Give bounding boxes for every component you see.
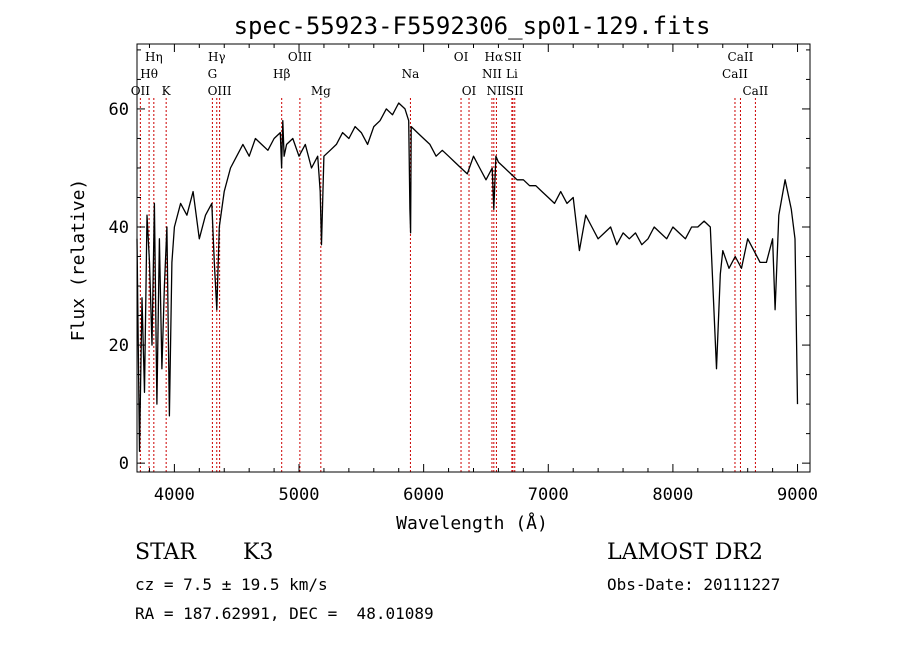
spectral-line-label: SII [506, 84, 524, 98]
spectral-line-label: CaII [728, 50, 754, 64]
spectral-line-label: OI [454, 50, 469, 64]
spectral-line-label: Hθ [140, 67, 158, 81]
spectral-line-label: OII [131, 84, 151, 98]
spectral-line-label: Hη [145, 50, 163, 64]
spectral-line-label: OI [462, 84, 477, 98]
spectral-line-label: Hα [485, 50, 504, 64]
survey-name: LAMOST DR2 [607, 540, 763, 565]
spectral-line-label: G [208, 67, 218, 81]
y-tick-label: 60 [109, 100, 129, 120]
spectral-line-label: OIII [208, 84, 232, 98]
x-tick-label: 5000 [279, 485, 320, 505]
spectral-line-label: Mg [311, 84, 331, 98]
spectral-line-label: Na [402, 67, 420, 81]
y-tick-label: 40 [109, 218, 129, 238]
axis-ticks: 4000 5000 6000 7000 8000 9000 0 20 40 60 [109, 44, 818, 505]
x-axis-label: Wavelength (Å) [396, 512, 548, 534]
x-tick-label: 7000 [528, 485, 569, 505]
spectrum-series [136, 102, 799, 452]
spectral-line-label: SII [504, 50, 522, 64]
spectral-line-label: CaII [722, 67, 748, 81]
chart-title: spec-55923-F5592306_sp01-129.fits [234, 12, 711, 40]
object-class: STAR [135, 540, 197, 565]
y-tick-label: 0 [119, 454, 129, 474]
redshift-velocity: cz = 7.5 ± 19.5 km/s [135, 575, 328, 594]
spectral-line-label: K [162, 84, 172, 98]
spectral-line-label: CaII [742, 84, 768, 98]
x-tick-label: 6000 [403, 485, 444, 505]
plot-frame [136, 43, 811, 473]
x-tick-label: 9000 [777, 485, 818, 505]
spectral-line-label: Li [506, 67, 518, 81]
y-axis-label: Flux (relative) [68, 179, 89, 342]
spectral-line-label: Hγ [208, 50, 226, 64]
spectral-line-label: NII [482, 67, 502, 81]
x-tick-label: 8000 [652, 485, 693, 505]
object-subclass: K3 [243, 540, 273, 565]
x-tick-label: 4000 [154, 485, 195, 505]
spectral-line-label: Hβ [273, 67, 290, 81]
spectral-line-label: NII [486, 84, 506, 98]
spectrum-line-0 [136, 102, 799, 452]
y-tick-label: 20 [109, 336, 129, 356]
spectral-line-label: OIII [288, 50, 312, 64]
coordinates: RA = 187.62991, DEC = 48.01089 [135, 604, 434, 623]
observation-date: Obs-Date: 20111227 [607, 575, 780, 594]
